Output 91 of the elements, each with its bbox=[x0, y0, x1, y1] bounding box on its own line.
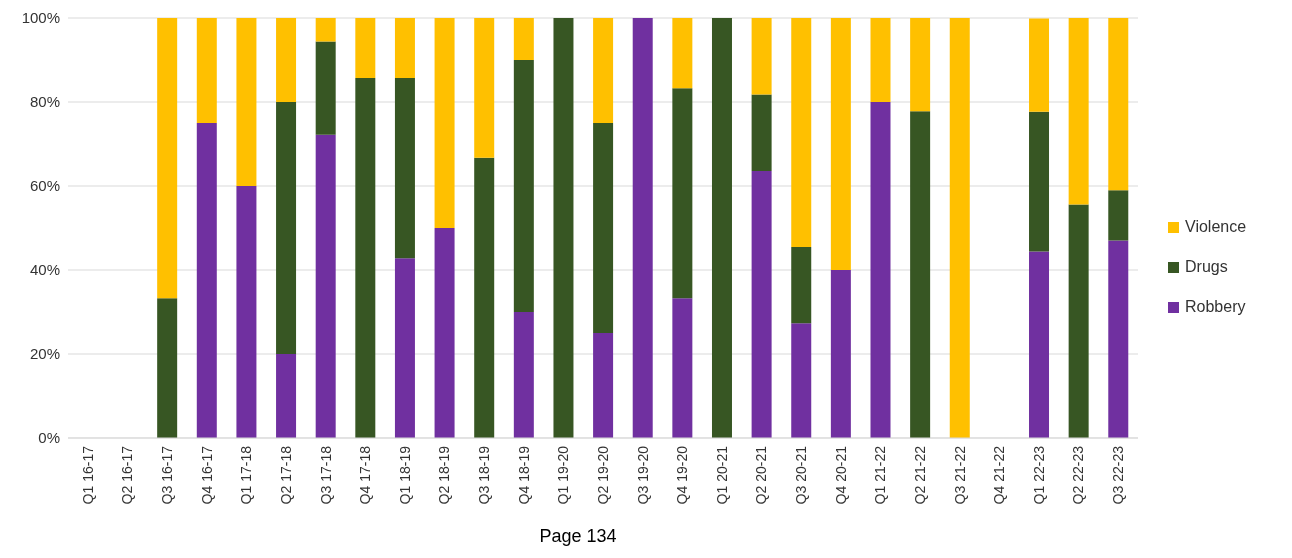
bar bbox=[593, 18, 614, 123]
bar bbox=[751, 170, 772, 438]
x-tick-label: Q4 18-19 bbox=[515, 445, 532, 505]
bar bbox=[196, 18, 217, 123]
bar bbox=[1029, 251, 1050, 438]
bar bbox=[910, 18, 931, 112]
x-tick-label: Q4 19-20 bbox=[674, 445, 691, 505]
text: Page 134 bbox=[538, 526, 618, 547]
bar bbox=[553, 18, 574, 438]
bar bbox=[434, 228, 455, 438]
bar bbox=[791, 323, 812, 438]
bar bbox=[751, 18, 772, 95]
bar bbox=[1108, 240, 1129, 438]
bar bbox=[474, 157, 495, 438]
bar bbox=[315, 18, 336, 42]
x-tick-label: Q1 22-23 bbox=[1030, 445, 1047, 505]
bar bbox=[672, 18, 693, 89]
y-tick-label: 100% bbox=[21, 9, 60, 27]
bar bbox=[474, 18, 495, 158]
bar bbox=[513, 60, 534, 312]
legend-label: Drugs bbox=[1185, 258, 1228, 276]
bar bbox=[394, 258, 415, 438]
bar bbox=[315, 41, 336, 135]
bar bbox=[157, 298, 178, 438]
bar bbox=[1068, 18, 1089, 205]
x-tick-label: Q2 16-17 bbox=[119, 445, 136, 505]
bar bbox=[830, 18, 851, 270]
x-tick-label: Q1 19-20 bbox=[555, 445, 572, 505]
y-tick-label: 80% bbox=[29, 93, 60, 111]
x-tick-label: Q3 16-17 bbox=[159, 445, 176, 505]
legend-label: Violence bbox=[1185, 218, 1247, 236]
y-tick-label: 0% bbox=[38, 429, 60, 447]
x-tick-label: Q2 18-19 bbox=[436, 445, 453, 505]
bar bbox=[1029, 111, 1050, 252]
bar bbox=[751, 94, 772, 171]
x-tick-label: Q3 22-23 bbox=[1110, 445, 1127, 505]
bar bbox=[276, 18, 297, 102]
x-tick-label: Q4 20-21 bbox=[832, 445, 849, 505]
x-tick-label: Q3 20-21 bbox=[793, 445, 810, 505]
bar bbox=[394, 18, 415, 79]
bar bbox=[236, 186, 257, 438]
x-tick-label: Q2 21-22 bbox=[911, 445, 928, 505]
bar bbox=[1108, 190, 1129, 241]
bar bbox=[672, 88, 693, 299]
bar bbox=[1029, 18, 1050, 112]
bar bbox=[949, 18, 970, 438]
x-tick-label: Q3 21-22 bbox=[951, 445, 968, 505]
bar bbox=[910, 111, 931, 438]
x-tick-label: Q1 20-21 bbox=[713, 445, 730, 505]
bar bbox=[632, 18, 653, 438]
bar bbox=[830, 270, 851, 438]
bar bbox=[315, 134, 336, 438]
bar bbox=[1108, 18, 1129, 191]
bar bbox=[870, 18, 891, 102]
bar bbox=[276, 354, 297, 438]
bar bbox=[513, 312, 534, 438]
x-tick-label: Q3 17-18 bbox=[317, 445, 334, 505]
bar bbox=[157, 18, 178, 299]
x-tick-label: Q2 19-20 bbox=[594, 445, 611, 505]
x-tick-label: Q2 17-18 bbox=[277, 445, 294, 505]
bar bbox=[791, 18, 812, 247]
x-tick-label: Q1 18-19 bbox=[396, 445, 413, 505]
bar bbox=[593, 333, 614, 438]
x-tick-label: Q3 19-20 bbox=[634, 445, 651, 505]
bar bbox=[276, 102, 297, 354]
bar bbox=[672, 298, 693, 438]
x-tick-label: Q1 16-17 bbox=[79, 445, 96, 505]
x-tick-label: Q4 16-17 bbox=[198, 445, 215, 505]
x-tick-label: Q3 18-19 bbox=[476, 445, 493, 505]
bar bbox=[355, 18, 376, 79]
bar bbox=[870, 102, 891, 438]
bar bbox=[1068, 204, 1089, 438]
legend-label: Robbery bbox=[1185, 298, 1246, 316]
bar bbox=[196, 123, 217, 438]
x-tick-label: Q1 17-18 bbox=[238, 445, 255, 505]
y-tick-label: 60% bbox=[29, 177, 60, 195]
x-tick-label: Q1 21-22 bbox=[872, 445, 889, 505]
bar bbox=[394, 78, 415, 259]
bar bbox=[513, 18, 534, 60]
bar bbox=[236, 18, 257, 186]
x-tick-label: Q4 17-18 bbox=[357, 445, 374, 505]
bar bbox=[791, 246, 812, 324]
bar bbox=[434, 18, 455, 228]
bar bbox=[711, 18, 732, 438]
x-tick-label: Q4 21-22 bbox=[991, 445, 1008, 505]
x-tick-label: Q2 20-21 bbox=[753, 445, 770, 505]
bar bbox=[593, 123, 614, 333]
y-tick-label: 40% bbox=[29, 261, 60, 279]
y-tick-label: 20% bbox=[29, 345, 60, 363]
x-tick-label: Q2 22-23 bbox=[1070, 445, 1087, 505]
bar bbox=[355, 78, 376, 438]
